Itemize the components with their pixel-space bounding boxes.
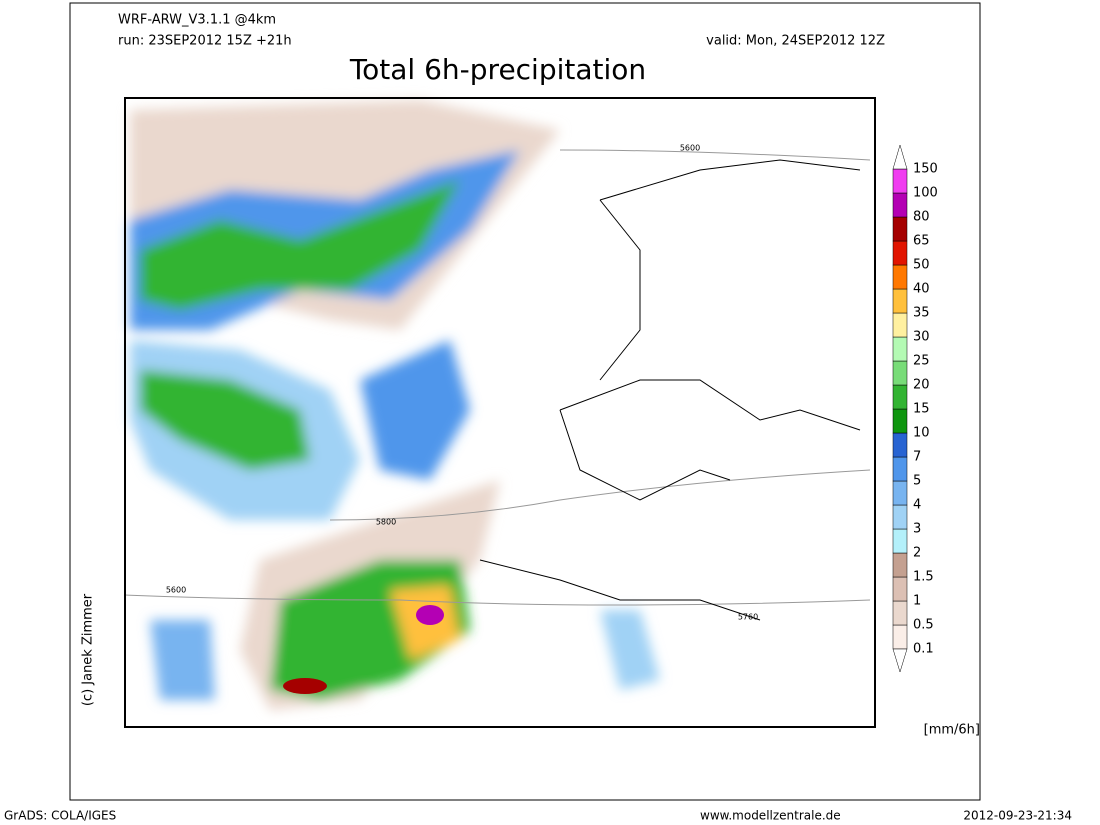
colorbar-box	[892, 336, 908, 362]
colorbar-label: 150	[913, 162, 938, 177]
colorbar-label: 80	[913, 210, 930, 225]
colorbar-box	[892, 360, 908, 386]
contour-label: 5600	[680, 144, 700, 153]
colorbar-end	[892, 144, 908, 170]
colorbar-box	[892, 264, 908, 290]
colorbar-label: 1.5	[913, 570, 934, 585]
colorbar-box	[892, 624, 908, 650]
colorbar-box	[892, 552, 908, 578]
colorbar-box	[892, 600, 908, 626]
colorbar: 0.1 0.5 1 1.5 2 3 4 5 7 10 15 20 25 30 35 40 50 65 80 100 15…	[892, 144, 938, 673]
map-border	[124, 97, 876, 728]
colorbar-box	[892, 576, 908, 602]
colorbar-label: 15	[913, 402, 930, 417]
colorbar-box	[892, 192, 908, 218]
model-label: WRF-ARW_V3.1.1 @4km	[118, 13, 276, 28]
valid-label: valid: Mon, 24SEP2012 12Z	[706, 34, 885, 49]
colorbar-box	[892, 432, 908, 458]
credit: (c) Janek Zimmer	[81, 593, 96, 706]
colorbar-label: 7	[913, 450, 921, 465]
colorbar-box	[892, 480, 908, 506]
borders	[479, 159, 861, 621]
colorbar-box	[892, 216, 908, 242]
colorbar-label: 25	[913, 354, 930, 369]
colorbar-box	[892, 528, 908, 554]
colorbar-box	[892, 168, 908, 194]
colorbar-label: 40	[913, 282, 930, 297]
colorbar-box	[892, 456, 908, 482]
footer-center: www.modellzentrale.de	[700, 809, 841, 823]
colorbar-label: 3	[913, 522, 921, 537]
run-label: run: 23SEP2012 15Z +21h	[118, 34, 292, 49]
contour-label: 5600	[166, 586, 186, 595]
footer-left: GrADS: COLA/IGES	[4, 809, 116, 823]
contour-labels: 5600 5800 5600 5760	[166, 144, 758, 622]
title: Total 6h-precipitation	[349, 53, 646, 86]
precip-max	[416, 605, 444, 625]
colorbar-box	[892, 384, 908, 410]
contour-label: 5760	[738, 613, 758, 622]
colorbar-label: 4	[913, 498, 921, 513]
contour-label: 5800	[376, 518, 396, 527]
colorbar-label: 2	[913, 546, 921, 561]
colorbar-box	[892, 240, 908, 266]
frame	[69, 2, 981, 801]
colorbar-label: 10	[913, 426, 930, 441]
colorbar-label: 100	[913, 186, 938, 201]
precip-max	[283, 678, 327, 694]
colorbar-label: 5	[913, 474, 921, 489]
colorbar-box	[892, 408, 908, 434]
colorbar-end	[892, 648, 908, 673]
colorbar-label: 1	[913, 594, 921, 609]
map	[124, 98, 875, 727]
colorbar-box	[892, 312, 908, 338]
colorbar-label: 0.5	[913, 618, 934, 633]
footer-right: 2012-09-23-21:34	[963, 809, 1072, 823]
colorbar-label: 0.1	[913, 642, 934, 657]
colorbar-label: 50	[913, 258, 930, 273]
colorbar-label: 35	[913, 306, 930, 321]
colorbar-label: 20	[913, 378, 930, 393]
unit-label: [mm/6h]	[924, 723, 980, 738]
contour-lines	[124, 149, 871, 606]
colorbar-label: 30	[913, 330, 930, 345]
colorbar-box	[892, 288, 908, 314]
colorbar-box	[892, 504, 908, 530]
precipitation-field	[130, 100, 660, 710]
colorbar-label: 65	[913, 234, 930, 249]
